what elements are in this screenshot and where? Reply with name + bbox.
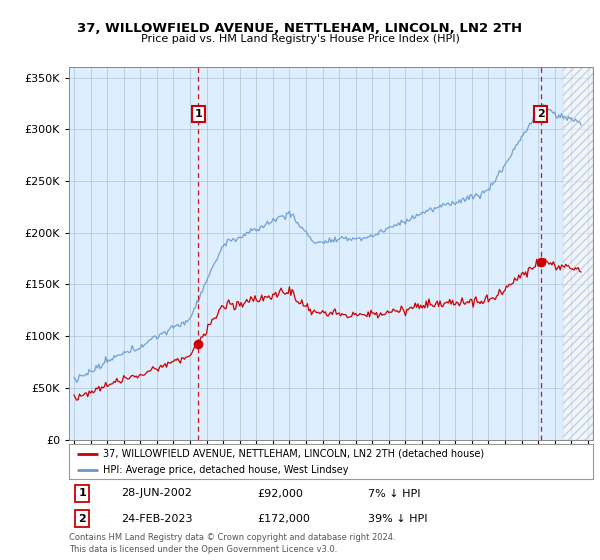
Text: 24-FEB-2023: 24-FEB-2023 (121, 514, 193, 524)
Text: 7% ↓ HPI: 7% ↓ HPI (368, 488, 420, 498)
Text: 28-JUN-2002: 28-JUN-2002 (121, 488, 192, 498)
Text: 37, WILLOWFIELD AVENUE, NETTLEHAM, LINCOLN, LN2 2TH (detached house): 37, WILLOWFIELD AVENUE, NETTLEHAM, LINCO… (103, 449, 484, 459)
Text: Contains HM Land Registry data © Crown copyright and database right 2024.
This d: Contains HM Land Registry data © Crown c… (69, 533, 395, 554)
Text: 39% ↓ HPI: 39% ↓ HPI (368, 514, 427, 524)
Text: £92,000: £92,000 (257, 488, 304, 498)
Text: 2: 2 (537, 109, 544, 119)
Text: 37, WILLOWFIELD AVENUE, NETTLEHAM, LINCOLN, LN2 2TH: 37, WILLOWFIELD AVENUE, NETTLEHAM, LINCO… (77, 22, 523, 35)
Text: Price paid vs. HM Land Registry's House Price Index (HPI): Price paid vs. HM Land Registry's House … (140, 34, 460, 44)
Text: 1: 1 (78, 488, 86, 498)
Text: 1: 1 (194, 109, 202, 119)
Text: £172,000: £172,000 (257, 514, 310, 524)
Text: 2: 2 (78, 514, 86, 524)
Text: HPI: Average price, detached house, West Lindsey: HPI: Average price, detached house, West… (103, 465, 349, 475)
